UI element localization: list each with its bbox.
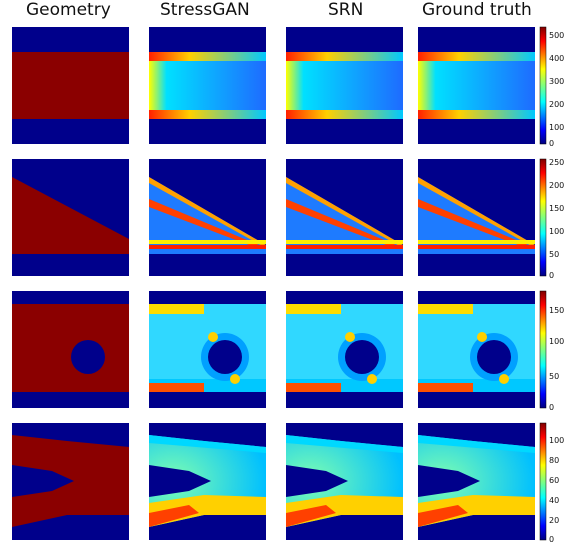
column-title-stressgan: StressGAN [160, 0, 250, 20]
row1-colorbar: 500 400 300 200 100 0 [539, 26, 564, 148]
svg-text:250: 250 [549, 158, 564, 167]
svg-text:150: 150 [549, 204, 564, 213]
svg-text:0: 0 [549, 535, 554, 544]
row3-geometry [12, 291, 129, 408]
row3-srn [286, 291, 403, 408]
row4-stressgan [149, 423, 266, 540]
svg-text:20: 20 [549, 516, 559, 525]
row2-colorbar: 250 200 150 100 50 0 [539, 158, 564, 280]
column-title-srn: SRN [328, 0, 364, 20]
row4-ground-truth [418, 423, 535, 540]
svg-text:100: 100 [549, 227, 564, 236]
svg-text:0: 0 [549, 139, 554, 148]
svg-text:100: 100 [549, 123, 564, 132]
row2-geometry [12, 159, 129, 276]
svg-text:200: 200 [549, 181, 564, 190]
svg-text:200: 200 [549, 100, 564, 109]
row2-srn [286, 159, 403, 276]
row3-colorbar: 150 100 50 0 [539, 290, 564, 412]
svg-text:150: 150 [549, 306, 564, 315]
svg-text:100: 100 [549, 337, 564, 346]
row1-stressgan [149, 27, 266, 144]
svg-text:500: 500 [549, 31, 564, 40]
row1-srn [286, 27, 403, 144]
svg-text:50: 50 [549, 250, 559, 259]
row1-geometry [12, 27, 129, 144]
svg-text:300: 300 [549, 77, 564, 86]
row2-ground-truth [418, 159, 535, 276]
row4-geometry [12, 423, 129, 540]
row4-srn [286, 423, 403, 540]
row4-colorbar: 100 80 60 40 20 0 [539, 422, 564, 544]
svg-text:100: 100 [549, 436, 564, 445]
column-title-geometry: Geometry [26, 0, 111, 20]
svg-text:0: 0 [549, 403, 554, 412]
svg-text:0: 0 [549, 271, 554, 280]
row3-stressgan [149, 291, 266, 408]
svg-text:400: 400 [549, 54, 564, 63]
column-title-ground-truth: Ground truth [422, 0, 532, 20]
row1-ground-truth [418, 27, 535, 144]
row2-stressgan [149, 159, 266, 276]
svg-text:60: 60 [549, 476, 559, 485]
svg-text:80: 80 [549, 456, 559, 465]
row3-ground-truth [418, 291, 535, 408]
svg-text:50: 50 [549, 372, 559, 381]
svg-text:40: 40 [549, 496, 559, 505]
